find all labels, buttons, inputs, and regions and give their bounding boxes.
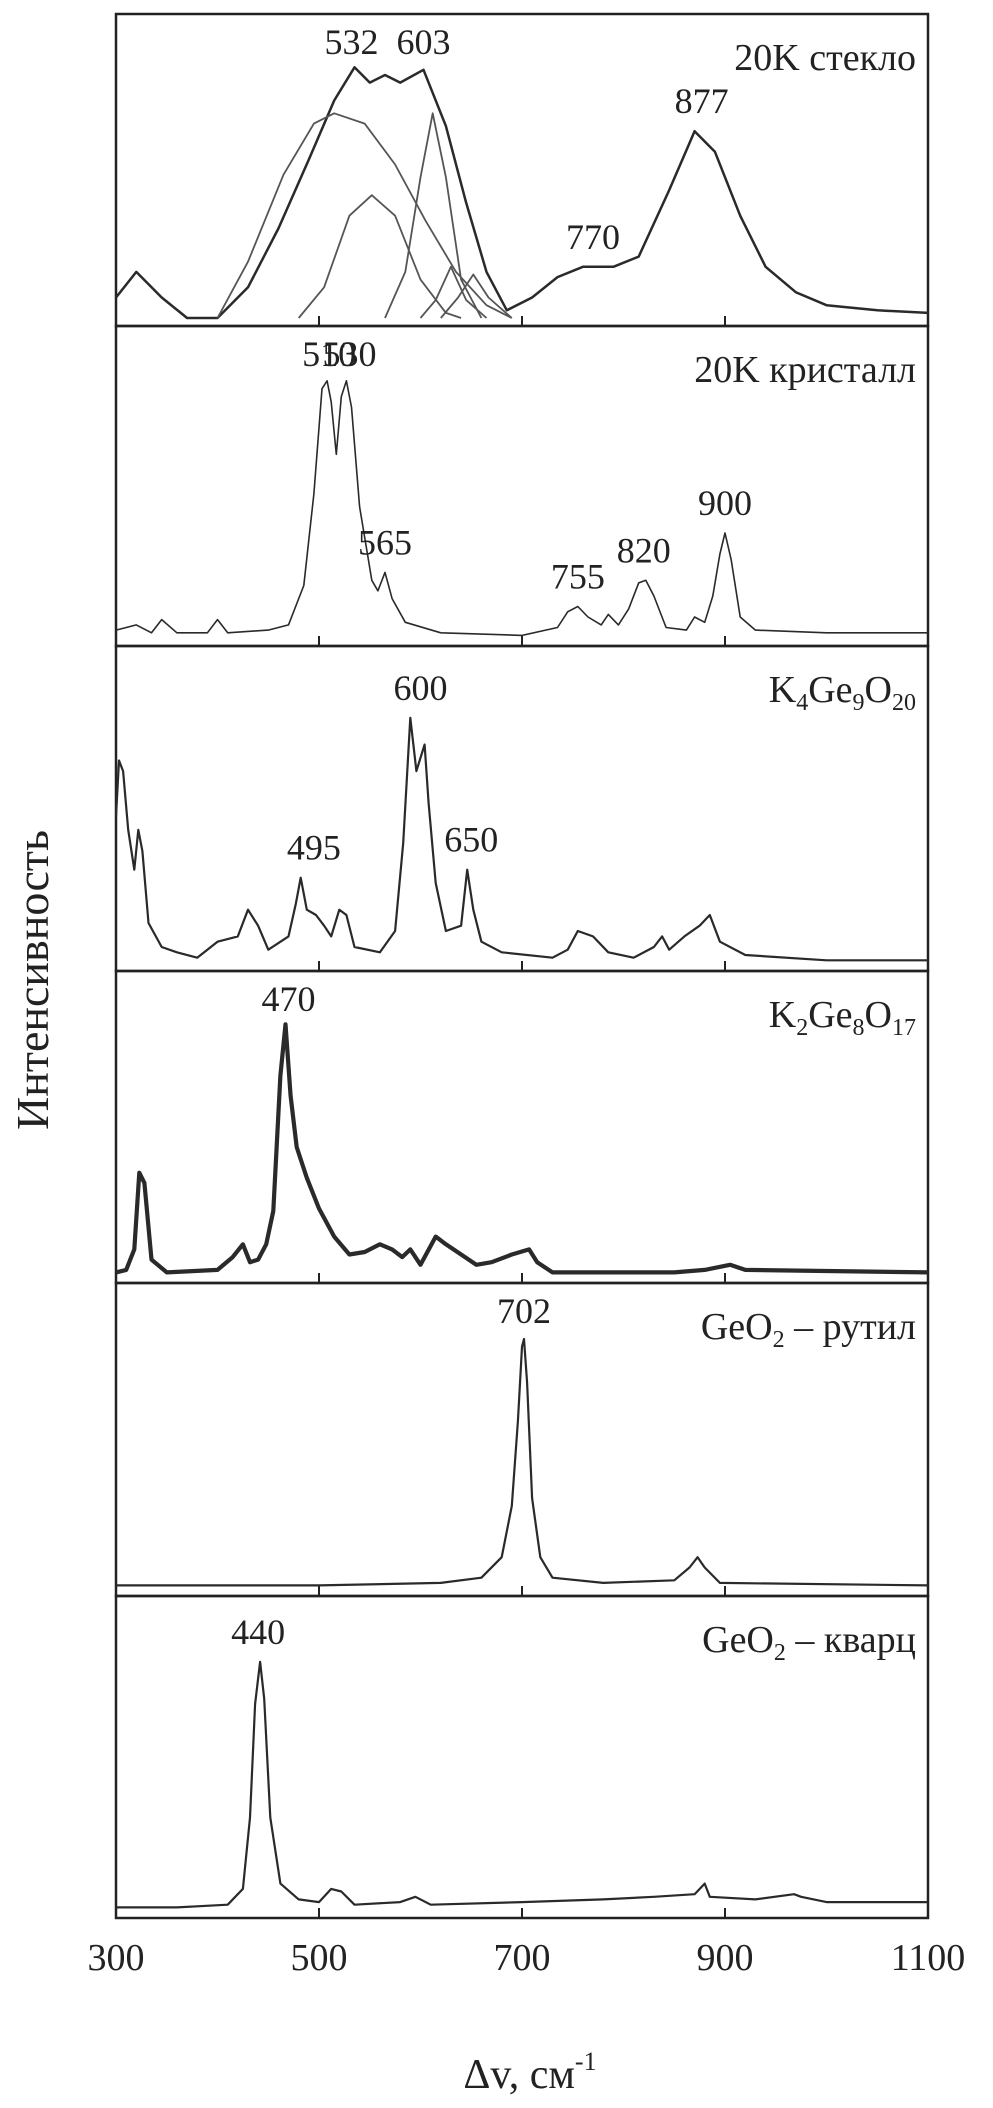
sample-label-part: Ge bbox=[808, 994, 852, 1036]
fit-component-line bbox=[298, 194, 462, 319]
sample-label-part: 8 bbox=[853, 1015, 865, 1041]
x-tick-label: 300 bbox=[88, 1937, 145, 1979]
sample-label-part: GeO bbox=[701, 1306, 773, 1348]
peak-label: 532 bbox=[324, 22, 378, 62]
spectrum-line bbox=[115, 380, 928, 637]
spectrum-line bbox=[116, 1660, 928, 1909]
x-axis-label-main: Δv, см bbox=[463, 2052, 575, 2098]
spectrum-line bbox=[115, 1022, 929, 1275]
panel-sample-label: K4Ge9O20 bbox=[769, 669, 916, 716]
x-tick-label: 500 bbox=[291, 1937, 348, 1979]
sample-label-part: 2 bbox=[773, 1327, 785, 1353]
panel-6: GeO2 – кварц 440 bbox=[114, 1594, 930, 1920]
fit-component-line bbox=[419, 265, 488, 319]
peak-label: 770 bbox=[566, 217, 620, 257]
x-tick-label: 700 bbox=[494, 1937, 551, 1979]
sample-label-part: 20K кристалл bbox=[694, 349, 916, 391]
fit-component-line bbox=[216, 112, 513, 319]
sample-label-part: 20 bbox=[892, 690, 916, 716]
sample-label-part: O bbox=[865, 994, 892, 1036]
peak-label: 900 bbox=[698, 483, 752, 523]
sample-label-part: GeO bbox=[702, 1619, 774, 1661]
x-axis-label-unit-exponent: -1 bbox=[575, 2047, 597, 2076]
panel-sample-label: K2Ge8O17 bbox=[769, 994, 916, 1041]
sample-label-part: – рутил bbox=[785, 1306, 916, 1348]
peak-label: 820 bbox=[617, 530, 671, 570]
sample-label-part: K bbox=[769, 994, 797, 1036]
sample-label-part: 4 bbox=[796, 690, 808, 716]
peak-label: 565 bbox=[358, 522, 412, 562]
panel-5: GeO2 – рутил 702 bbox=[114, 1281, 930, 1598]
panel-3: K4Ge9O20 495 600 650 bbox=[114, 644, 930, 973]
peak-label: 702 bbox=[497, 1291, 551, 1331]
peak-label: 877 bbox=[675, 81, 729, 121]
x-tick-label: 1100 bbox=[891, 1937, 966, 1979]
peak-label: 510 bbox=[302, 334, 356, 374]
peak-label: 530 bbox=[322, 334, 376, 374]
panel-4: K2Ge8O17 470 bbox=[114, 969, 930, 1285]
peak-label: 470 bbox=[262, 979, 316, 1019]
sample-label-part: 2 bbox=[774, 1640, 786, 1666]
panel-sample-label: GeO2 – рутил bbox=[701, 1306, 916, 1353]
panel-1: 20K стекло 532 603 770 877 bbox=[114, 12, 930, 328]
fit-component-line bbox=[384, 112, 483, 319]
y-axis-label: Интенсивность bbox=[7, 830, 58, 1130]
panel-sample-label: 20K кристалл bbox=[694, 349, 916, 391]
sample-label-part: O bbox=[865, 669, 892, 711]
peak-label: 755 bbox=[551, 557, 605, 597]
peak-label: 440 bbox=[231, 1612, 285, 1652]
peak-label: 495 bbox=[287, 828, 341, 868]
sample-label-part: K bbox=[769, 669, 797, 711]
spectrum-line bbox=[114, 716, 928, 962]
x-axis-ticks: 300 500 700 900 1100 bbox=[88, 1937, 966, 1979]
peak-label: 600 bbox=[394, 668, 448, 708]
x-tick-label: 900 bbox=[697, 1937, 754, 1979]
chart-panels: 20K стекло 532 603 770 877 20K кристалл 510530… bbox=[114, 12, 930, 1920]
peak-label: 650 bbox=[444, 820, 498, 860]
x-axis-label: Δv, см-1 bbox=[463, 2047, 596, 2098]
peak-label: 603 bbox=[397, 22, 451, 62]
sample-label-part: – кварц bbox=[786, 1619, 916, 1661]
sample-label-part: 2 bbox=[796, 1015, 808, 1041]
sample-label-part: 20K стекло bbox=[734, 37, 916, 79]
sample-label-part: 9 bbox=[853, 690, 865, 716]
spectrum-line bbox=[116, 1337, 929, 1587]
panel-sample-label: 20K стекло bbox=[734, 37, 916, 79]
sample-label-part: 17 bbox=[892, 1015, 916, 1041]
spectrum-line bbox=[115, 66, 929, 320]
panel-sample-label: GeO2 – кварц bbox=[702, 1619, 916, 1666]
sample-label-part: Ge bbox=[808, 669, 852, 711]
fit-component-line bbox=[440, 273, 513, 319]
